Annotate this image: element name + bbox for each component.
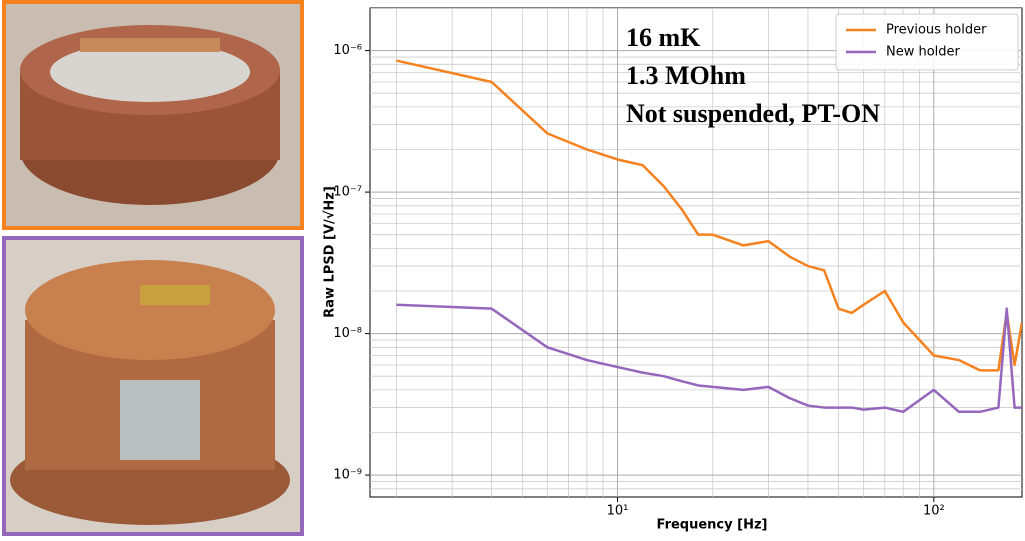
annotation: 1.3 MOhm (626, 61, 746, 90)
y-tick-label: 10⁻⁷ (333, 185, 362, 200)
legend-label: New holder (886, 45, 961, 60)
series-line (396, 303, 1022, 414)
y-tick-label: 10⁻⁹ (333, 468, 362, 483)
x-axis-label: Frequency [Hz] (657, 518, 768, 533)
legend-label: Previous holder (886, 23, 987, 38)
y-tick-label: 10⁻⁶ (333, 43, 362, 58)
legend (835, 13, 1019, 71)
series-line (396, 59, 1022, 372)
x-tick-label: 10² (923, 504, 945, 519)
y-tick-label: 10⁻⁸ (333, 326, 362, 341)
photo-new-holder (2, 236, 304, 536)
photo-previous-holder (2, 0, 304, 230)
annotation: Not suspended, PT-ON (626, 99, 880, 128)
x-tick-label: 10¹ (607, 504, 629, 519)
y-axis-label: Raw LPSD [V/√Hz] (323, 186, 338, 318)
annotation: 16 mK (626, 23, 701, 52)
